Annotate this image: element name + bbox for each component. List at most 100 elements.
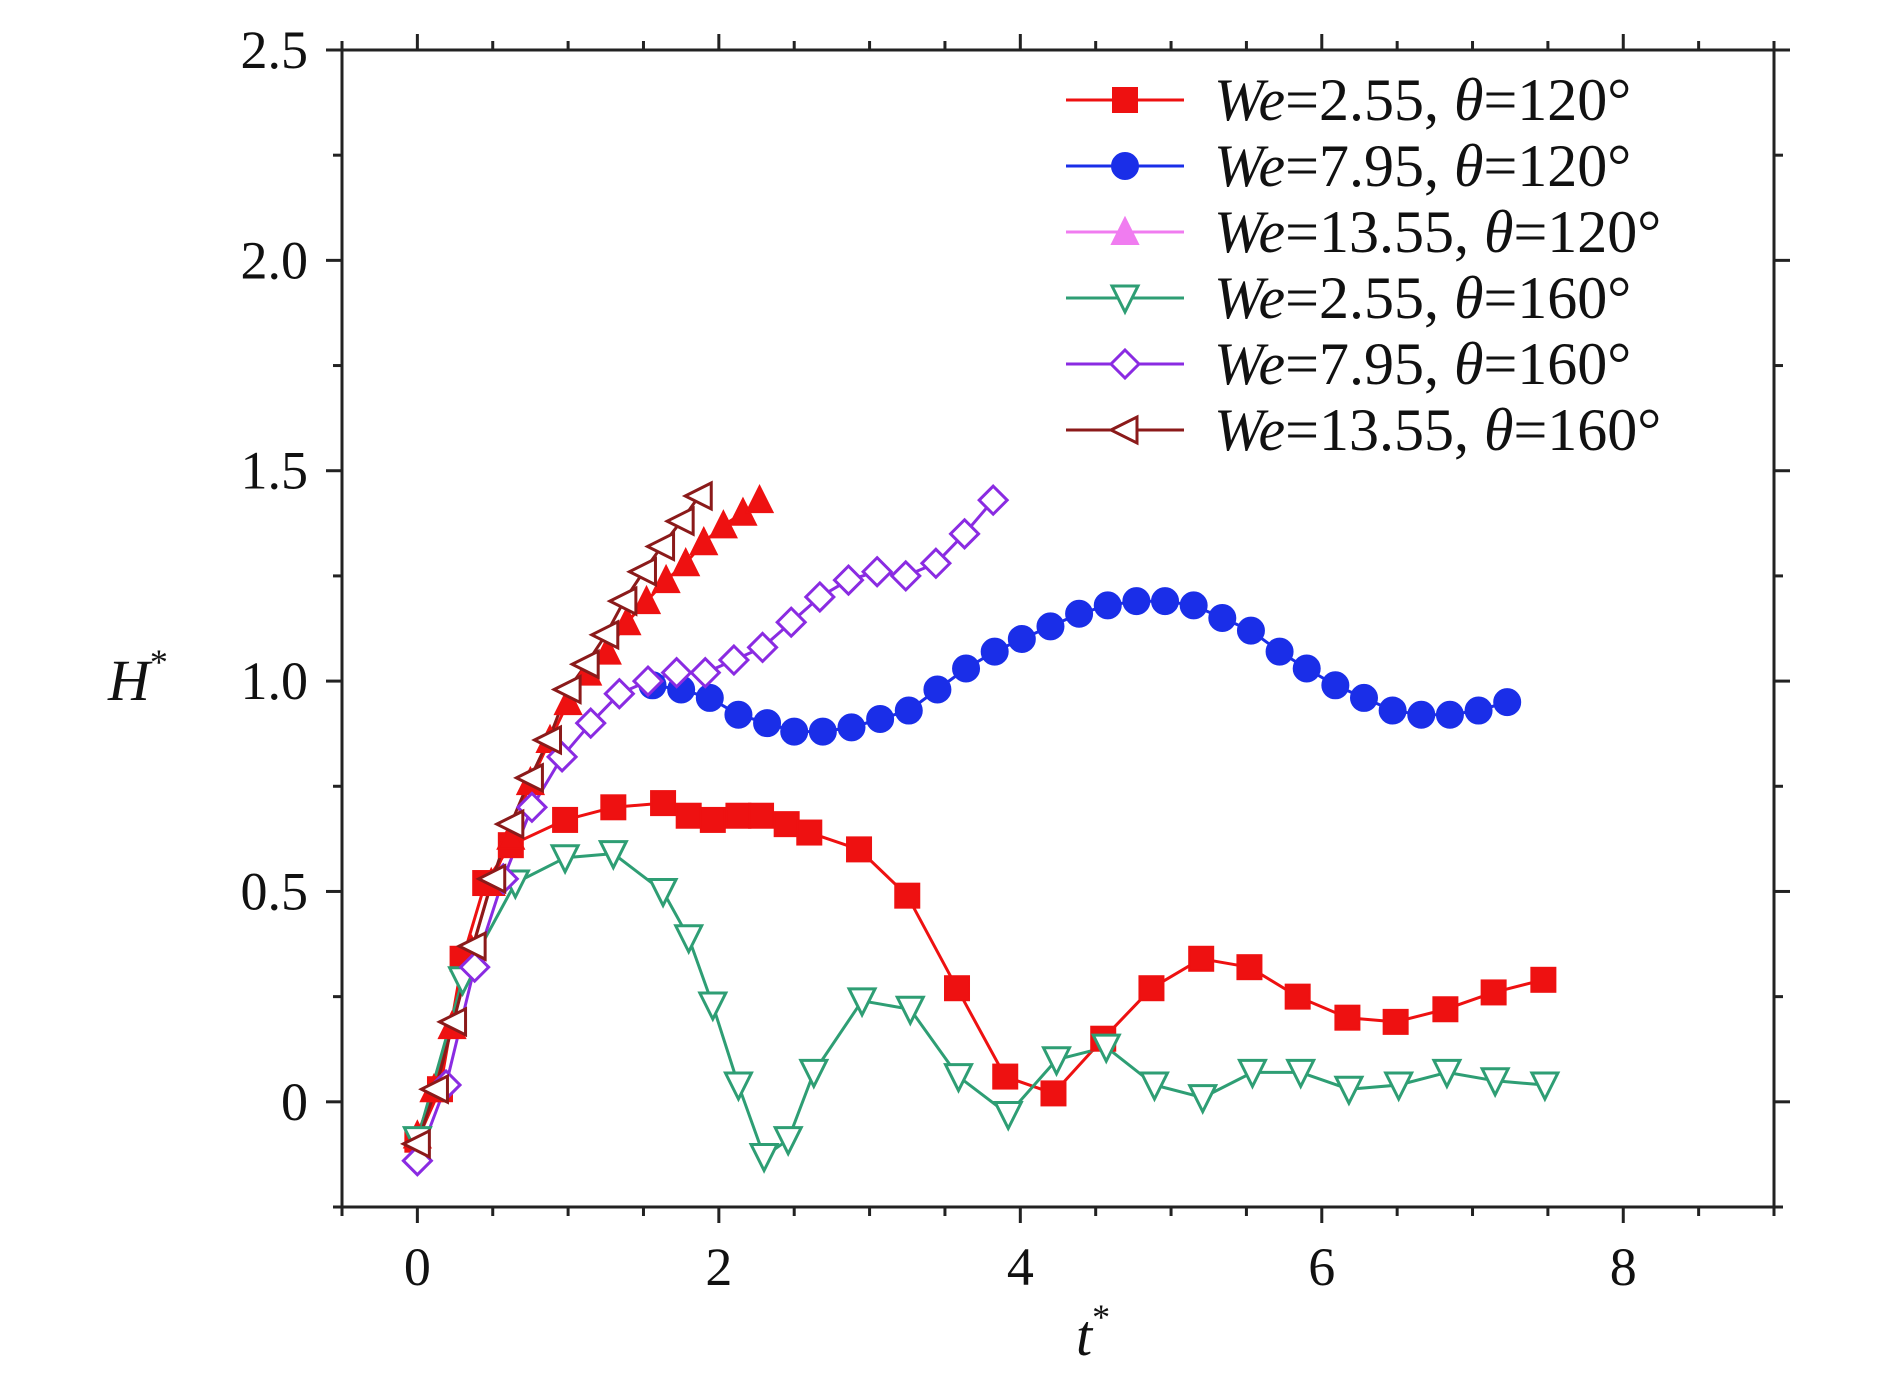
y-tick-label: 1.0 — [241, 651, 309, 711]
data-point — [1179, 591, 1208, 620]
data-point — [1065, 599, 1094, 628]
data-point — [923, 675, 952, 704]
x-tick-label: 2 — [705, 1237, 732, 1297]
legend-label-theta: θ — [1454, 133, 1483, 199]
legend-label: We=13.55, θ=120° — [1214, 199, 1661, 265]
data-point — [717, 643, 751, 677]
data-point — [550, 674, 582, 705]
legend-label-we-value: =7.95, — [1285, 133, 1454, 199]
data-point — [697, 991, 729, 1023]
data-point — [1407, 700, 1436, 729]
data-point — [675, 802, 702, 829]
data-point — [846, 987, 878, 1019]
data-point — [798, 1058, 830, 1090]
data-point — [837, 713, 866, 742]
data-point — [772, 1126, 804, 1158]
legend-label: We=13.55, θ=160° — [1214, 397, 1661, 463]
data-point — [1187, 1084, 1219, 1115]
data-point — [1333, 1075, 1365, 1107]
legend-entry-4: We=2.55, θ=160° — [1066, 265, 1631, 331]
data-point — [1435, 700, 1464, 729]
data-point — [744, 483, 775, 514]
data-point — [1138, 975, 1165, 1002]
data-point — [773, 811, 800, 838]
data-point — [1236, 616, 1265, 645]
data-point — [1284, 983, 1311, 1010]
data-point — [606, 585, 638, 617]
legend-label-we: We — [1214, 67, 1285, 133]
legend-marker — [1112, 87, 1138, 113]
data-point — [894, 696, 923, 725]
data-point — [458, 951, 491, 984]
data-point — [531, 724, 563, 756]
legend-label-theta: θ — [1484, 199, 1513, 265]
legend: We=2.55, θ=120°We=7.95, θ=120°We=13.55, … — [1066, 67, 1661, 463]
x-tick-label: 0 — [404, 1237, 431, 1297]
legend-label-theta: θ — [1454, 331, 1483, 397]
data-point — [1208, 603, 1237, 632]
legend-label: We=7.95, θ=160° — [1214, 331, 1631, 397]
data-point — [1139, 1071, 1170, 1103]
x-axis-title-sup: * — [1092, 1297, 1110, 1337]
data-point — [1479, 1067, 1511, 1099]
data-point — [1431, 1058, 1463, 1090]
legend-entry-3: We=13.55, θ=120° — [1066, 199, 1661, 265]
y-axis-title: H* — [107, 642, 168, 713]
legend-label-we-value: =2.55, — [1285, 265, 1454, 331]
data-point — [1529, 1071, 1561, 1103]
data-point — [455, 930, 487, 962]
data-point — [894, 882, 921, 909]
legend-label-we-value: =2.55, — [1285, 67, 1454, 133]
data-point — [1040, 1080, 1067, 1107]
legend-label-we-value: =13.55, — [1285, 397, 1484, 463]
x-tick-label: 6 — [1308, 1237, 1335, 1297]
data-point — [952, 654, 981, 683]
y-axis-title-main: H — [107, 648, 153, 713]
x-axis-title-main: t — [1076, 1303, 1094, 1368]
legend-label-we: We — [1214, 133, 1285, 199]
data-point — [588, 619, 620, 651]
data-point — [1265, 637, 1294, 666]
data-point — [1432, 996, 1459, 1023]
data-point — [1493, 688, 1522, 717]
y-tick-label: 2.5 — [241, 20, 309, 80]
axis-ticks — [326, 34, 1790, 1223]
legend-label-we: We — [1214, 199, 1285, 265]
data-point — [631, 664, 665, 698]
data-point — [592, 635, 622, 665]
data-point — [660, 656, 693, 689]
data-point — [846, 836, 873, 863]
data-point — [1236, 954, 1263, 981]
legend-label-theta-value: =120° — [1513, 199, 1661, 265]
data-point — [1093, 591, 1122, 620]
data-point — [1090, 1033, 1122, 1065]
data-point — [1334, 1004, 1361, 1031]
data-point — [796, 819, 823, 846]
data-point — [1237, 1058, 1268, 1090]
data-point — [513, 762, 544, 794]
data-point — [780, 717, 809, 746]
data-point — [673, 924, 705, 956]
data-point — [650, 790, 677, 817]
data-point — [724, 700, 753, 729]
data-point — [695, 683, 724, 712]
legend-entry-1: We=2.55, θ=120° — [1066, 67, 1631, 133]
data-point — [549, 844, 581, 876]
data-point — [1151, 587, 1180, 616]
legend-label-theta: θ — [1454, 265, 1483, 331]
data-point — [493, 808, 525, 840]
data-point — [808, 717, 837, 746]
data-point — [1480, 979, 1507, 1006]
data-point — [977, 484, 1010, 517]
legend-entry-2: We=7.95, θ=120° — [1066, 133, 1631, 199]
series-lines — [415, 495, 1546, 1162]
data-point — [647, 877, 679, 909]
data-point — [866, 704, 895, 733]
y-tick-label: 0.5 — [241, 861, 309, 921]
data-point — [400, 1128, 431, 1160]
data-point — [552, 806, 579, 833]
data-point — [1530, 966, 1557, 993]
data-point — [681, 480, 713, 512]
legend-marker — [1109, 284, 1141, 316]
